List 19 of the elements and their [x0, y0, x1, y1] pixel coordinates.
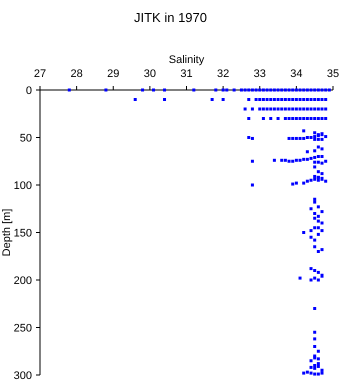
- y-tick-label: 0: [26, 85, 32, 97]
- x-tick-label: 32: [217, 68, 230, 80]
- x-axis-title: Salinity: [168, 54, 205, 66]
- y-tick-label: 200: [14, 275, 32, 287]
- y-axis-title: Depth [m]: [1, 208, 13, 256]
- y-tick-label: 150: [14, 228, 32, 240]
- y-tick-label: 100: [14, 180, 32, 192]
- x-tick-label: 27: [34, 68, 46, 80]
- x-tick-label: 31: [180, 68, 193, 80]
- x-tick-label: 33: [254, 68, 266, 80]
- chart-title: JITK in 1970: [134, 10, 207, 25]
- y-tick-label: 250: [14, 322, 32, 334]
- y-tick-label: 300: [14, 370, 32, 382]
- y-tick-label: 50: [20, 132, 32, 144]
- x-tick-label: 34: [290, 68, 302, 80]
- x-tick-label: 29: [107, 68, 120, 80]
- x-tick-label: 35: [326, 68, 340, 80]
- x-tick-label: 30: [144, 68, 156, 80]
- x-tick-label: 28: [70, 68, 83, 80]
